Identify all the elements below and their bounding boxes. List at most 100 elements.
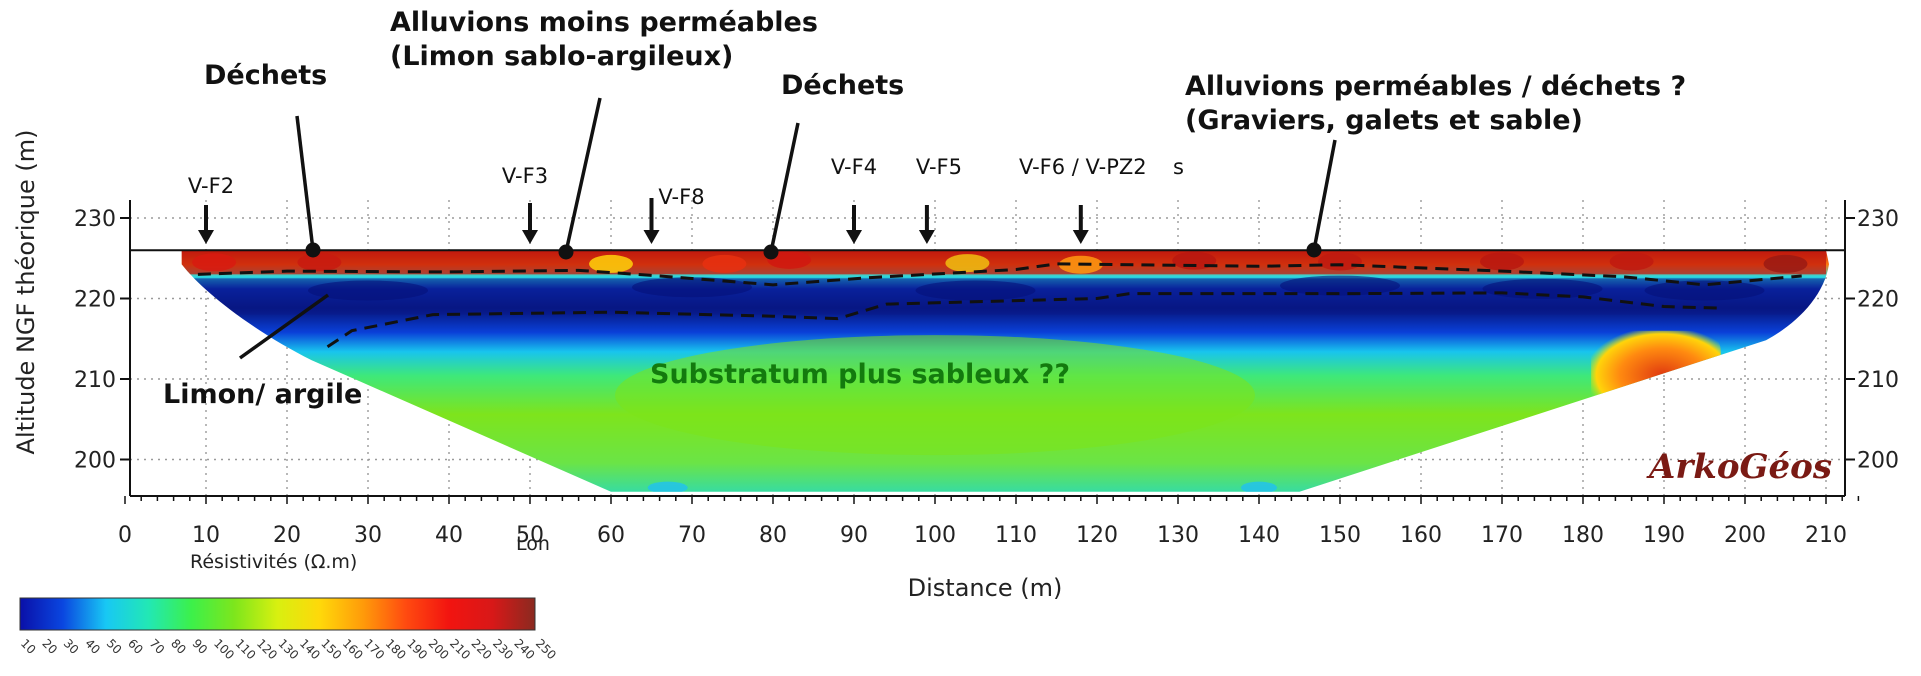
conductive-pocket (632, 277, 752, 298)
y-tick-label-right: 210 (1857, 368, 1899, 393)
resistive-blob (589, 254, 633, 273)
x-tick-label: 70 (678, 523, 706, 548)
x-tick-label: 140 (1238, 523, 1280, 548)
x-tick-label: 200 (1724, 523, 1766, 548)
conductive-pocket (1644, 280, 1765, 301)
stray-mark-s: s (1173, 155, 1184, 179)
annotation-3-line: (Graviers, galets et sable) (1185, 105, 1583, 136)
x-tick-label: 210 (1805, 523, 1847, 548)
borehole-label: V-F8 (658, 185, 704, 209)
anomaly-zone (1591, 330, 1721, 412)
x-tick-label: 60 (597, 523, 625, 548)
x-tick-label: 40 (435, 523, 463, 548)
colorbar-tick-label: 220 (469, 636, 495, 662)
annotation-0: Déchets (204, 60, 327, 91)
y-tick-label: 210 (74, 368, 116, 393)
colorbar-tick-label: 190 (404, 636, 430, 662)
x-tick-label: 120 (1076, 523, 1118, 548)
y-tick-label-right: 230 (1857, 207, 1899, 232)
x-tick-label: 50 (516, 523, 544, 548)
annotation-3: Alluvions perméables / déchets ? (Gravier… (1185, 71, 1686, 136)
pointer-line (238, 293, 330, 360)
y-tick-label-right: 200 (1857, 449, 1899, 474)
borehole-arrow-head (1072, 230, 1089, 244)
interface-lower (326, 291, 1721, 349)
borehole-label: V-F2 (188, 174, 234, 198)
pointer-line (564, 97, 602, 253)
resistive-blob (767, 250, 812, 269)
resistive-blob (702, 254, 747, 273)
colorbar-scale (19, 597, 536, 631)
x-tick-label: 10 (192, 523, 220, 548)
y-axis-label: Altitude NGF théorique (m) (12, 130, 40, 455)
cyan-spot (647, 481, 688, 492)
x-tick-label: 160 (1400, 523, 1442, 548)
x-tick-label: 30 (354, 523, 382, 548)
resistive-blob (297, 253, 342, 272)
colorbar-tick-label: 100 (211, 636, 237, 662)
boreholes: V-F2 V-F3 V-F8 V-F4 V-F5 V-F6 / V-PZ2 s (188, 155, 1184, 244)
x-tick-label: 0 (118, 523, 132, 548)
borehole-arrow-head (522, 230, 538, 244)
annotation-3-line: Alluvions perméables / déchets ? (1185, 71, 1686, 102)
colorbar-tick-label: 240 (511, 636, 537, 662)
borehole-arrow-head (643, 230, 660, 244)
x-tick-label: 170 (1481, 523, 1523, 548)
y-tick-label: 220 (74, 288, 116, 313)
annotation-4: Limon/ argile (163, 379, 362, 410)
resistive-blob (192, 253, 237, 272)
pointer-dot (763, 244, 779, 260)
annotation-2-line: Déchets (781, 70, 904, 101)
pointer-line (295, 115, 315, 251)
annotation-4-line: Limon/ argile (163, 379, 362, 410)
colorbar-tick-label: 40 (82, 636, 103, 657)
borehole-arrow-head (846, 230, 862, 244)
y-tick-label-right: 220 (1857, 288, 1899, 313)
colorbar-tick-label: 130 (275, 636, 301, 662)
stray-mark-lon: Lon (516, 533, 550, 555)
colorbar-tick-label: 160 (340, 636, 366, 662)
colorbar-tick-label: 210 (447, 636, 473, 662)
y-tick-label: 200 (74, 449, 116, 474)
colorbar-tick-label: 110 (232, 636, 258, 662)
colorbar-tick-label: 250 (533, 636, 559, 662)
colorbar-tick-label: 90 (190, 636, 211, 657)
x-tick-label: 20 (273, 523, 301, 548)
x-tick-label: 80 (759, 523, 787, 548)
conductive-pocket (1482, 278, 1603, 299)
substratum-zone (615, 335, 1255, 456)
resistive-blob (1763, 254, 1808, 273)
resistivity-section (130, 249, 1845, 492)
borehole-label: V-F6 / V-PZ2 (1019, 155, 1147, 179)
resistive-blob (1609, 252, 1654, 271)
x-tick-label: 180 (1562, 523, 1604, 548)
x-tick-label: 90 (840, 523, 868, 548)
pointer-line (1312, 139, 1337, 251)
resistive-blob (1480, 252, 1524, 271)
colorbar-label: Résistivités (Ω.m) (190, 551, 357, 573)
borehole-label: V-F3 (502, 164, 548, 188)
x-tick-label: 100 (914, 523, 956, 548)
x-tick-label: 190 (1643, 523, 1685, 548)
arkogeos-logo: ArkoGéos (1646, 447, 1832, 487)
colorbar-tick-label: 30 (61, 636, 82, 657)
colorbar-tick-label: 70 (147, 636, 168, 657)
conductive-pocket (308, 280, 428, 301)
annotation-5: Substratum plus sableux ?? (650, 359, 1070, 390)
cyan-spot (1241, 481, 1277, 492)
conductive-pocket (1280, 275, 1400, 296)
colorbar-tick-label: 180 (383, 636, 409, 662)
pointer-dot (305, 242, 321, 258)
colorbar-tick-label: 200 (426, 636, 452, 662)
colorbar-tick-label: 150 (318, 636, 344, 662)
colorbar-tick-label: 20 (39, 636, 60, 657)
colorbar-tick-label: 140 (297, 636, 323, 662)
borehole-label: V-F4 (831, 155, 877, 179)
pointer-dot (558, 244, 574, 260)
borehole-label: V-F5 (916, 155, 962, 179)
interface-upper (197, 262, 1802, 287)
y-tick-label: 230 (74, 207, 116, 232)
colorbar-tick-label: 50 (104, 636, 125, 657)
